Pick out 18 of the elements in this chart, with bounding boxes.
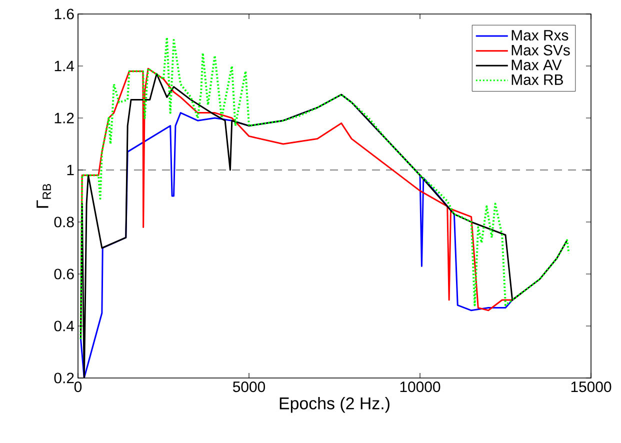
- y-tick-label: 1.4: [54, 60, 74, 72]
- y-tick-label: 1.6: [54, 8, 74, 20]
- y-tick-label: 1.2: [54, 112, 74, 124]
- x-tick-label: 10000: [400, 382, 440, 392]
- y-tick-label: 0.6: [54, 268, 74, 280]
- x-tick-label: 5000: [232, 382, 266, 392]
- y-axis-title: Γ$_{RB}$: [36, 184, 51, 208]
- y-tick-label: 1: [67, 164, 74, 176]
- y-tick-label: 0.8: [54, 216, 74, 228]
- x-tick-label: 15000: [571, 382, 612, 392]
- y-tick-label: 0.4: [54, 320, 74, 332]
- legend-label: Max Rxs: [512, 30, 568, 41]
- y-tick-label: 0.2: [54, 372, 74, 384]
- x-axis-title: Epochs (2 Hz.): [280, 396, 390, 413]
- legend-label: Max RB: [512, 74, 563, 85]
- x-tick-label: 0: [74, 382, 82, 392]
- legend-label: Max SVs: [512, 44, 570, 56]
- legend-label: Max AV: [512, 60, 562, 70]
